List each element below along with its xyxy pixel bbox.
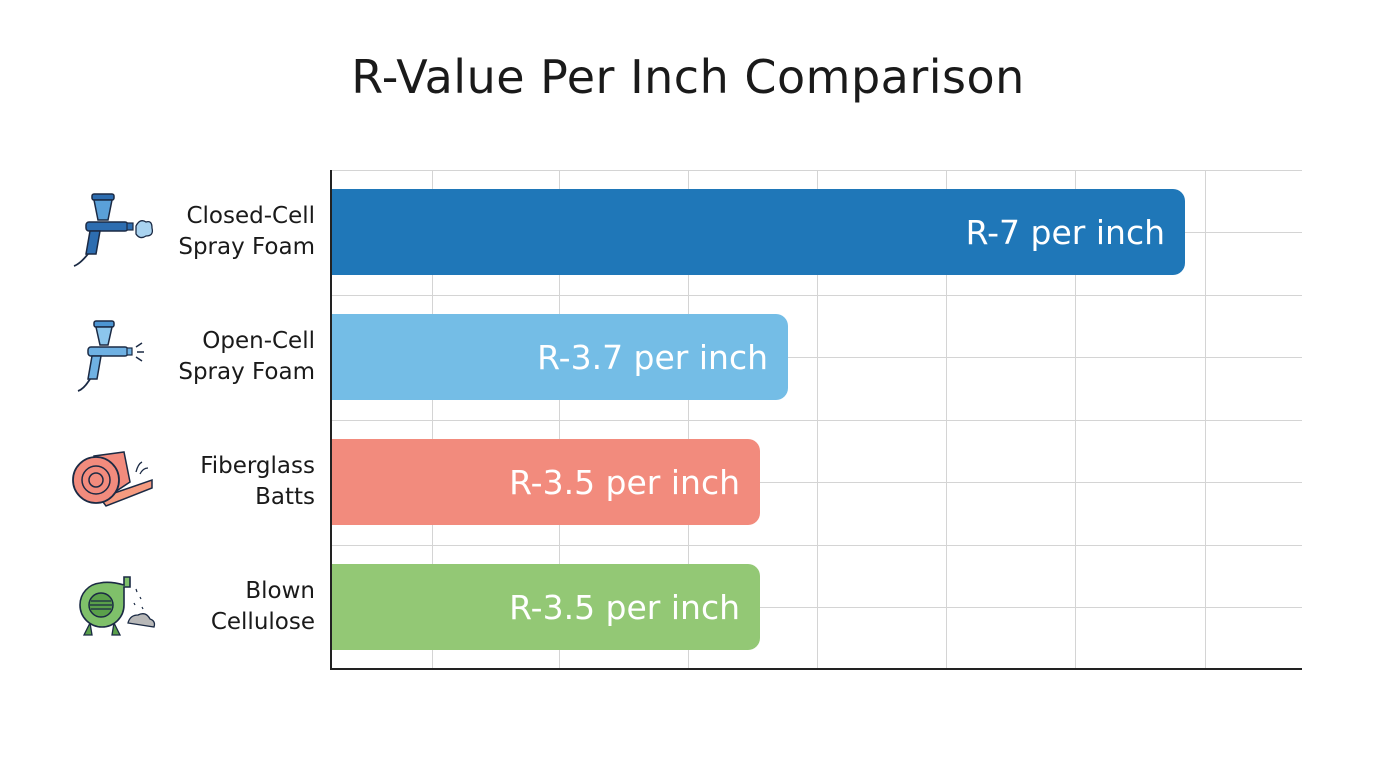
- bar-open-cell-spray-foam: R-3.7 per inch: [331, 314, 788, 400]
- category-fiberglass-batts: Fiberglass Batts: [70, 437, 315, 527]
- bar-value-label: R-3.5 per inch: [509, 462, 740, 502]
- category-label: Open-Cell Spray Foam: [178, 328, 315, 385]
- x-axis-line: [330, 668, 1302, 670]
- plot-area: R-7 per inch R-3.7 per inch R-3.5 per in…: [330, 170, 1302, 670]
- spray-gun-mist-icon: [77, 320, 144, 392]
- blower-machine-icon: [79, 576, 156, 636]
- gridline-horizontal: [330, 170, 1302, 171]
- chart-title: R-Value Per Inch Comparison: [351, 50, 1025, 104]
- gridline-horizontal: [330, 295, 1302, 296]
- category-label: Blown Cellulose: [210, 578, 315, 635]
- gridline-horizontal: [330, 545, 1302, 546]
- bar-value-label: R-3.5 per inch: [509, 587, 740, 627]
- insulation-roll-icon: [72, 451, 153, 507]
- y-axis-line: [330, 170, 332, 670]
- gridline-horizontal: [330, 357, 1302, 358]
- bar-value-label: R-3.7 per inch: [537, 337, 768, 377]
- bar-fiberglass-batts: R-3.5 per inch: [331, 439, 760, 525]
- category-closed-cell-spray-foam: Closed-Cell Spray Foam: [70, 187, 315, 277]
- category-label: Closed-Cell Spray Foam: [178, 203, 315, 260]
- category-open-cell-spray-foam: Open-Cell Spray Foam: [70, 312, 315, 402]
- gridline-horizontal: [330, 482, 1302, 483]
- bar-blown-cellulose: R-3.5 per inch: [331, 564, 760, 650]
- bar-closed-cell-spray-foam: R-7 per inch: [331, 189, 1185, 275]
- gridline-horizontal: [330, 420, 1302, 421]
- gridline-horizontal: [330, 607, 1302, 608]
- bar-value-label: R-7 per inch: [965, 212, 1165, 252]
- spray-gun-foam-icon: [73, 193, 154, 267]
- category-label: Fiberglass Batts: [200, 453, 315, 510]
- category-blown-cellulose: Blown Cellulose: [70, 562, 315, 652]
